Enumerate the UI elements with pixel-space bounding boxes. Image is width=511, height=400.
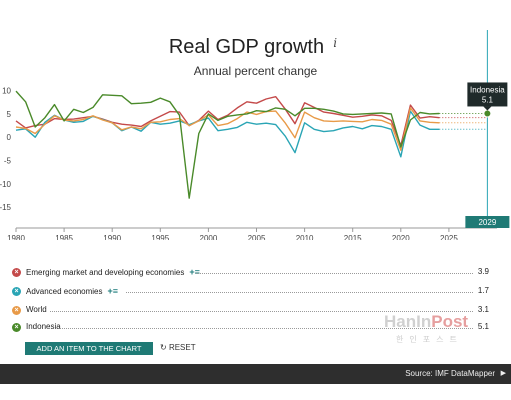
play-icon[interactable]: ▶ xyxy=(500,370,506,377)
legend-leader xyxy=(196,273,473,274)
watermark-brand-b: Post xyxy=(431,312,469,331)
x-tick-label: 2010 xyxy=(296,234,314,240)
x-tick-label: 2000 xyxy=(200,234,218,240)
series-line xyxy=(15,110,440,158)
y-tick-label: -5 xyxy=(4,156,12,165)
source-link[interactable]: Source: IMF DataMapper xyxy=(405,369,495,378)
remove-series-icon[interactable]: × xyxy=(12,268,21,277)
chart-subtitle: Annual percent change xyxy=(193,64,318,78)
chart-title: Real GDP growth i xyxy=(0,36,511,59)
legend-row-indonesia[interactable]: × Indonesia 5.1 xyxy=(8,321,491,335)
legend-row-world[interactable]: × World 3.1 xyxy=(8,304,491,318)
remove-series-icon[interactable]: × xyxy=(12,287,21,296)
watermark-subtitle: 한인포스트 xyxy=(396,335,463,344)
legend-value: 1.7 xyxy=(477,286,489,295)
tooltip-value: 5.1 xyxy=(482,95,494,104)
x-tick-label: 1985 xyxy=(55,234,73,240)
footer-bar: Source: IMF DataMapper ▶ xyxy=(0,364,511,384)
tooltip-box xyxy=(467,82,508,107)
x-tick-label: 2025 xyxy=(440,234,458,240)
cursor-year-label: 2029 xyxy=(478,218,496,227)
y-tick-label: 0 xyxy=(7,133,12,142)
series-line xyxy=(15,90,440,199)
legend-label: Indonesia xyxy=(26,322,61,331)
tooltip-pointer xyxy=(483,106,492,111)
y-tick-label: 10 xyxy=(2,87,11,96)
x-tick-label: 1995 xyxy=(151,234,169,240)
x-tick-label: 2020 xyxy=(392,234,410,240)
chart-title-text: Real GDP growth xyxy=(168,36,325,58)
legend-row-advanced[interactable]: × Advanced economies +≡ 1.7 xyxy=(8,285,491,299)
x-tick-label: 1980 xyxy=(7,234,25,240)
remove-series-icon[interactable]: × xyxy=(12,323,21,332)
cursor-year-box xyxy=(465,216,510,228)
indonesia-marker xyxy=(483,109,492,118)
info-icon[interactable]: i xyxy=(333,36,338,50)
legend-leader xyxy=(126,292,473,293)
legend-label: Emerging market and developing economies xyxy=(26,268,185,277)
add-compare-icon[interactable]: +≡ xyxy=(107,286,119,296)
reset-label: RESET xyxy=(168,343,196,352)
add-item-button[interactable]: ADD AN ITEM TO THE CHART xyxy=(25,342,153,355)
watermark-logo: HanInPost xyxy=(384,312,468,332)
y-tick-label: 5 xyxy=(7,110,12,119)
y-tick-label: -15 xyxy=(0,203,12,212)
reset-icon: ↻ xyxy=(160,343,167,352)
legend-value: 3.1 xyxy=(477,305,489,314)
line-chart[interactable]: 10 5 0 -5 -10 -15 1980 1985 1990 1995 2000 2005 2010… xyxy=(0,0,511,240)
watermark-brand-a: HanIn xyxy=(384,312,432,331)
add-compare-icon[interactable]: +≡ xyxy=(189,267,200,277)
x-tick-label: 2015 xyxy=(344,234,362,240)
reset-button[interactable]: ↻ RESET xyxy=(160,343,196,352)
remove-series-icon[interactable]: × xyxy=(12,306,21,315)
y-tick-label: -10 xyxy=(0,180,12,189)
series-line xyxy=(15,95,440,147)
x-tick-label: 1990 xyxy=(103,234,121,240)
legend-label: Advanced economies xyxy=(26,287,103,296)
series-line xyxy=(15,107,440,151)
legend-leader xyxy=(50,311,473,312)
legend-label: World xyxy=(26,305,47,314)
legend-value: 5.1 xyxy=(477,322,489,331)
tooltip-name: Indonesia xyxy=(470,85,505,94)
legend-leader xyxy=(60,328,473,329)
x-tick-label: 2005 xyxy=(248,234,266,240)
legend-value: 3.9 xyxy=(477,267,489,276)
legend-row-emde[interactable]: × Emerging market and developing economi… xyxy=(8,266,491,280)
